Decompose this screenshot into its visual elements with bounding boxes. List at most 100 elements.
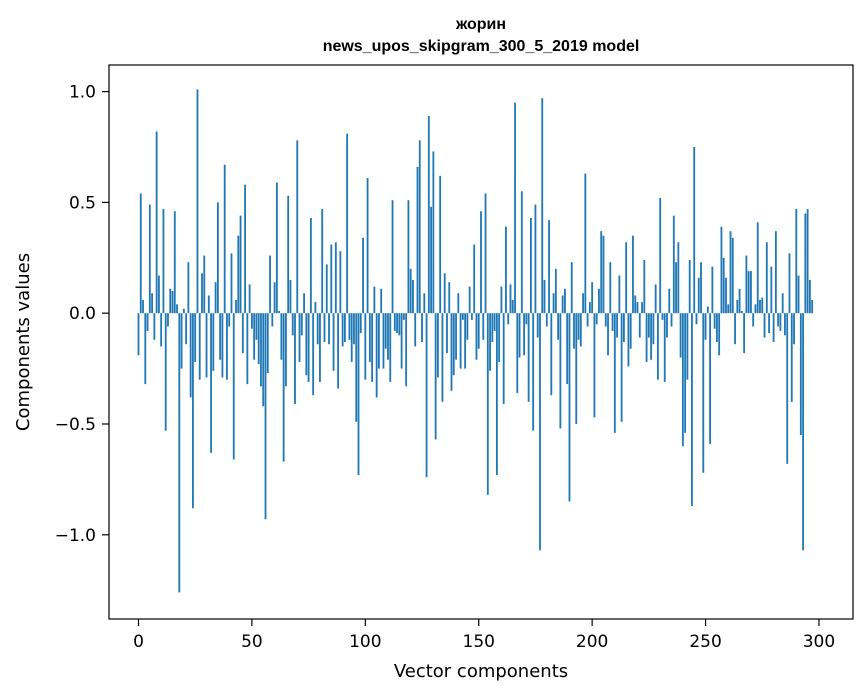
- bar-284: [781, 293, 784, 314]
- bar-152: [482, 313, 485, 340]
- bar-56: [264, 313, 267, 520]
- bar-180: [545, 313, 548, 327]
- bar-74: [305, 313, 308, 376]
- bar-272: [754, 304, 757, 314]
- bar-289: [793, 313, 795, 345]
- bar-75: [307, 313, 310, 382]
- y-tick-label-1: 0.5: [69, 193, 96, 213]
- bar-177: [539, 313, 541, 551]
- bar-10: [160, 313, 163, 347]
- bar-124: [418, 140, 421, 314]
- bar-182: [550, 313, 553, 396]
- bar-28: [201, 273, 203, 314]
- bar-239: [679, 313, 682, 358]
- bar-295: [806, 209, 809, 314]
- bar-258: [722, 257, 725, 314]
- bar-149: [475, 313, 478, 360]
- bar-217: [629, 313, 632, 349]
- bar-43: [235, 299, 237, 314]
- bar-262: [731, 237, 734, 314]
- bar-251: [706, 306, 709, 314]
- bar-113: [393, 313, 396, 331]
- bar-119: [407, 200, 410, 314]
- bar-247: [697, 277, 700, 314]
- bar-189: [566, 313, 569, 385]
- bar-95: [353, 313, 355, 345]
- bar-11: [162, 209, 165, 314]
- bar-34: [214, 282, 217, 314]
- bar-123: [416, 166, 419, 314]
- bar-278: [768, 313, 770, 334]
- bar-176: [536, 313, 539, 338]
- bar-145: [466, 313, 469, 340]
- x-tick-label-200: 200: [576, 632, 608, 652]
- bar-248: [700, 262, 702, 314]
- bar-178: [541, 98, 544, 314]
- bar-270: [750, 271, 752, 314]
- bar-245: [693, 146, 696, 314]
- bar-154: [486, 313, 489, 495]
- bar-76: [309, 217, 312, 314]
- bar-191: [570, 262, 573, 314]
- bar-23: [189, 313, 192, 398]
- bar-232: [663, 313, 666, 382]
- bar-4: [146, 313, 149, 331]
- bar-27: [198, 313, 201, 380]
- bar-5: [148, 204, 151, 314]
- bar-260: [727, 304, 730, 314]
- bar-271: [752, 313, 755, 327]
- bar-240: [681, 313, 684, 447]
- bar-256: [718, 313, 721, 356]
- bar-229: [657, 313, 659, 380]
- bar-147: [471, 313, 473, 320]
- bar-165: [511, 299, 514, 314]
- bar-137: [448, 282, 451, 314]
- x-tick-label-300: 300: [803, 632, 835, 652]
- bar-117: [402, 313, 405, 320]
- bar-45: [239, 215, 242, 314]
- bar-201: [593, 313, 596, 418]
- bar-236: [672, 215, 675, 314]
- bar-44: [237, 235, 240, 314]
- bar-227: [652, 313, 655, 345]
- bar-188: [564, 288, 566, 314]
- bar-6: [151, 293, 153, 314]
- bar-266: [740, 310, 743, 314]
- bar-157: [493, 313, 496, 331]
- bar-51: [253, 313, 256, 360]
- bar-183: [552, 293, 555, 314]
- bar-277: [765, 242, 768, 314]
- bar-297: [811, 299, 814, 314]
- bar-264: [736, 299, 739, 314]
- bar-142: [459, 313, 462, 369]
- bar-200: [591, 282, 594, 314]
- bar-187: [561, 295, 564, 314]
- bar-96: [355, 313, 358, 422]
- bar-210: [613, 313, 616, 433]
- bar-207: [607, 313, 609, 356]
- bar-222: [641, 302, 643, 314]
- bar-156: [491, 313, 494, 342]
- bar-114: [396, 313, 398, 334]
- bar-291: [797, 275, 800, 314]
- bar-213: [620, 313, 623, 422]
- bar-150: [477, 313, 480, 349]
- bar-1: [139, 193, 142, 314]
- bar-53: [257, 313, 260, 365]
- bar-140: [455, 313, 457, 360]
- bar-143: [461, 313, 464, 320]
- bar-282: [777, 313, 780, 327]
- bar-110: [387, 313, 389, 360]
- bar-179: [543, 279, 546, 314]
- bar-238: [677, 242, 680, 314]
- bar-151: [480, 211, 482, 314]
- bar-231: [661, 313, 664, 320]
- bar-202: [595, 313, 598, 325]
- bar-134: [441, 313, 444, 402]
- bar-115: [398, 313, 401, 336]
- y-tick-label-0: 1.0: [69, 83, 96, 103]
- bar-88: [337, 313, 339, 389]
- bar-103: [371, 313, 374, 382]
- bar-283: [779, 313, 782, 331]
